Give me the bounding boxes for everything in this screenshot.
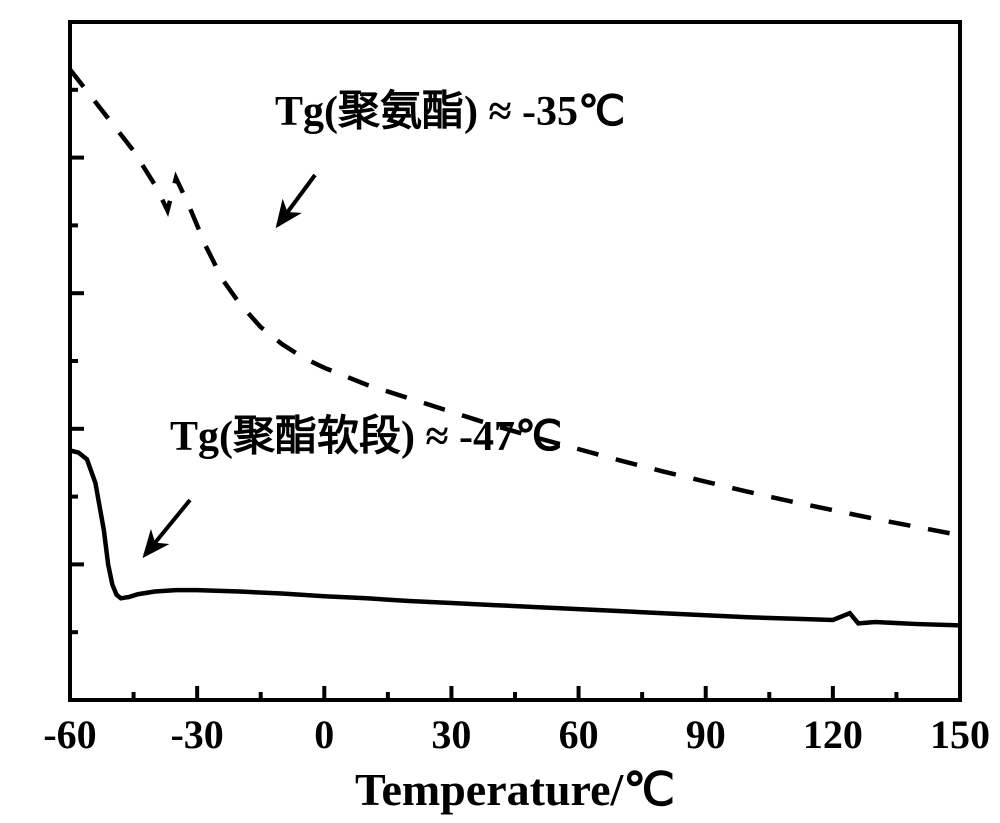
x-tick-label: 90: [686, 712, 726, 757]
x-axis-title: Temperature/℃: [355, 764, 675, 815]
annotation-text-1: Tg(聚酯软段) ≈ -47℃: [170, 413, 562, 460]
x-tick-label: -30: [170, 712, 223, 757]
annotation-text-0: Tg(聚氨酯) ≈ -35℃: [275, 88, 625, 135]
x-tick-label: 120: [803, 712, 863, 757]
x-tick-label: 60: [559, 712, 599, 757]
x-tick-label: -60: [43, 712, 96, 757]
dsc-chart: -60 -30 0 30 60 90 120 150 Temperature/℃ Tg(聚氨酯) …: [0, 0, 1000, 823]
x-tick-label: 0: [314, 712, 334, 757]
x-tick-label: 150: [930, 712, 990, 757]
x-tick-label: 30: [431, 712, 471, 757]
chart-svg: -60 -30 0 30 60 90 120 150 Temperature/℃ Tg(聚氨酯) …: [0, 0, 1000, 823]
